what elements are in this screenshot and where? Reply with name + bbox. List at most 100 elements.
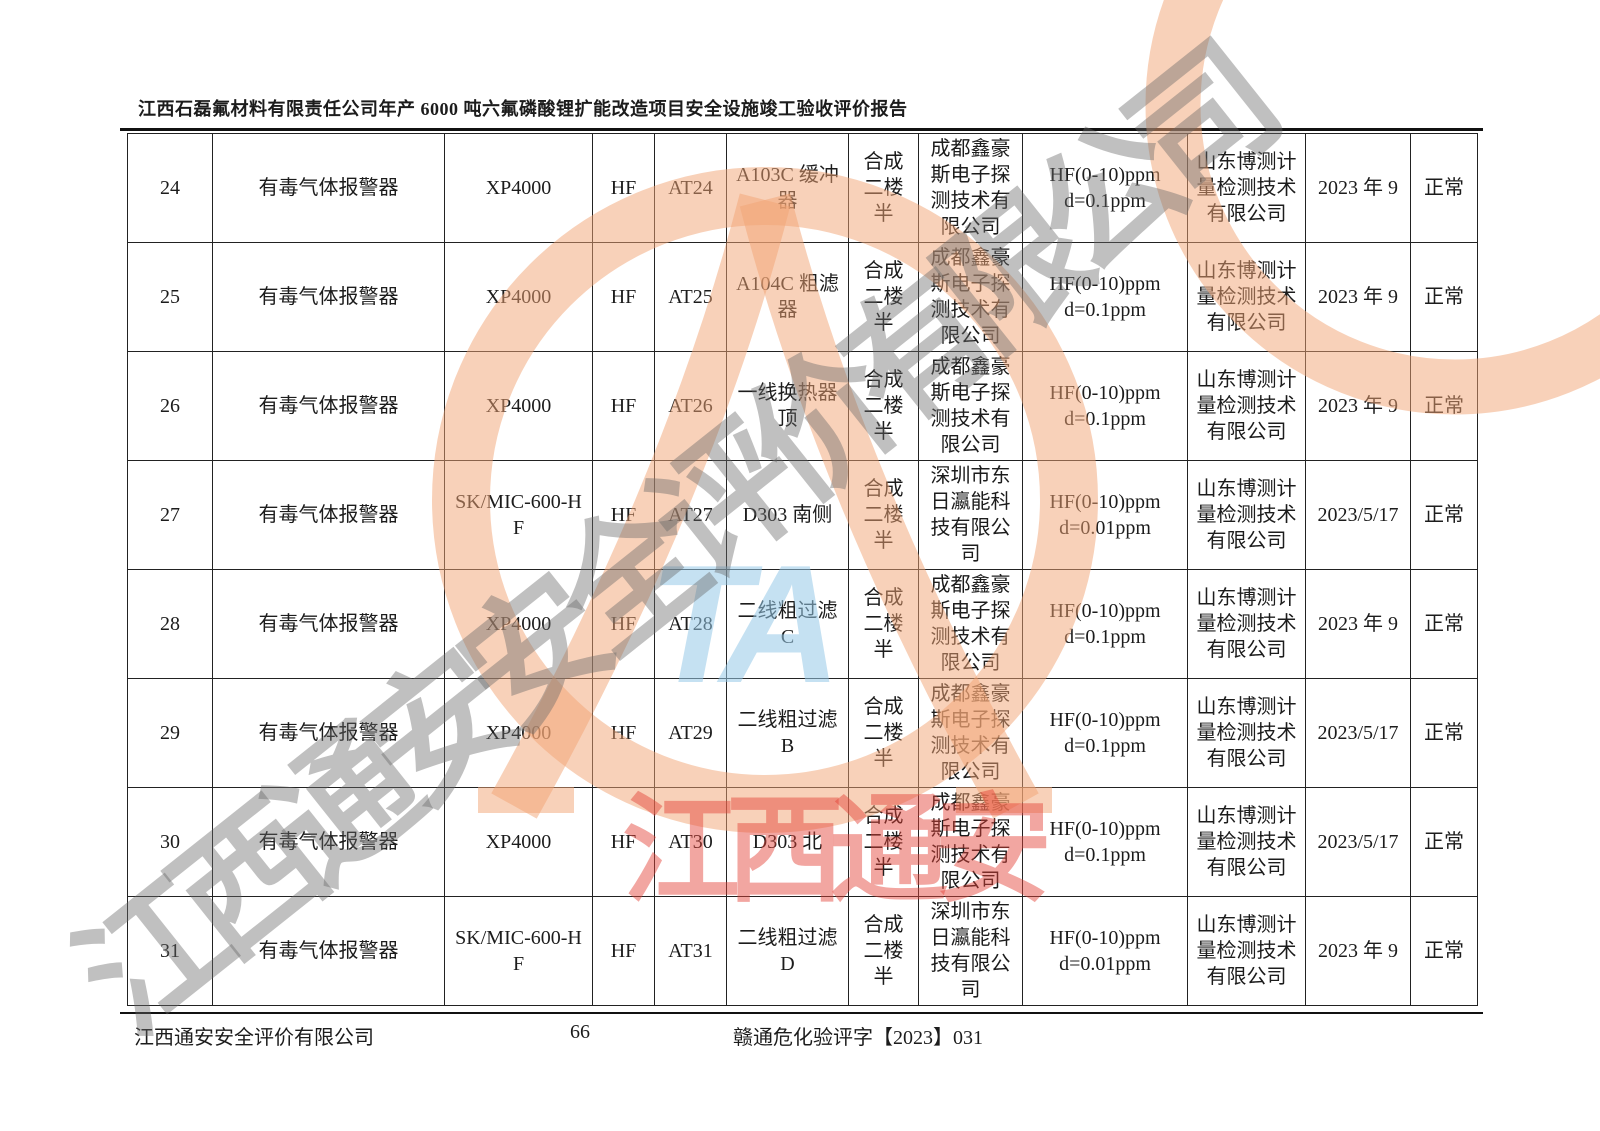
cell-tag-number: AT27	[654, 460, 727, 570]
range-line-1: HF(0-10)ppm	[1049, 382, 1161, 404]
cell-serial-number: 25	[127, 242, 213, 352]
footer-rule	[120, 1012, 1483, 1014]
footer-doc-number: 赣通危化验评字【2023】031	[733, 1027, 983, 1049]
cell-manufacturer: 成都鑫豪斯电子探测技术有限公司	[918, 678, 1023, 788]
cell-tag-number: AT24	[654, 133, 727, 243]
cell-equipment-name: 有毒气体报警器	[212, 351, 445, 461]
cell-calibration-date: 2023/5/17	[1305, 787, 1411, 897]
cell-serial-number: 30	[127, 787, 213, 897]
cell-install-location: 二线粗过滤C	[726, 569, 849, 679]
cell-measure-range: HF(0-10)ppm d=0.1ppm	[1022, 678, 1188, 788]
cell-model: SK/MIC-600-HF	[444, 460, 593, 570]
cell-tag-number: AT31	[654, 896, 727, 1006]
range-line-1: HF(0-10)ppm	[1049, 709, 1161, 731]
cell-area: 合成二楼半	[848, 133, 919, 243]
cell-calibration-date: 2023 年 9	[1305, 896, 1411, 1006]
cell-serial-number: 31	[127, 896, 213, 1006]
cell-install-location: D303 北	[726, 787, 849, 897]
footer-page-number: 66	[570, 1021, 590, 1043]
table-row: 24 有毒气体报警器 XP4000 HF AT24 A103C 缓冲器 合成二楼…	[127, 133, 1478, 243]
cell-medium: HF	[592, 351, 655, 461]
cell-install-location: A104C 粗滤器	[726, 242, 849, 352]
cell-measure-range: HF(0-10)ppm d=0.01ppm	[1022, 896, 1188, 1006]
table-row: 28 有毒气体报警器 XP4000 HF AT28 二线粗过滤C 合成二楼半 成…	[127, 569, 1478, 679]
range-line-1: HF(0-10)ppm	[1049, 273, 1161, 295]
cell-serial-number: 27	[127, 460, 213, 570]
equipment-table: 24 有毒气体报警器 XP4000 HF AT24 A103C 缓冲器 合成二楼…	[127, 133, 1478, 1006]
cell-medium: HF	[592, 896, 655, 1006]
cell-calibration-date: 2023 年 9	[1305, 242, 1411, 352]
range-line-1: HF(0-10)ppm	[1049, 927, 1161, 949]
cell-install-location: A103C 缓冲器	[726, 133, 849, 243]
range-line-2: d=0.1ppm	[1064, 626, 1146, 648]
cell-measure-range: HF(0-10)ppm d=0.01ppm	[1022, 460, 1188, 570]
table-row: 30 有毒气体报警器 XP4000 HF AT30 D303 北 合成二楼半 成…	[127, 787, 1478, 897]
cell-medium: HF	[592, 787, 655, 897]
table-row: 29 有毒气体报警器 XP4000 HF AT29 二线粗过滤B 合成二楼半 成…	[127, 678, 1478, 788]
cell-medium: HF	[592, 569, 655, 679]
range-line-1: HF(0-10)ppm	[1049, 600, 1161, 622]
cell-calibration-date: 2023 年 9	[1305, 133, 1411, 243]
cell-equipment-name: 有毒气体报警器	[212, 242, 445, 352]
header-rule	[120, 128, 1483, 131]
cell-measure-range: HF(0-10)ppm d=0.1ppm	[1022, 569, 1188, 679]
cell-status: 正常	[1410, 569, 1478, 679]
cell-calibration-company: 山东博测计量检测技术有限公司	[1187, 351, 1306, 461]
range-line-2: d=0.01ppm	[1059, 953, 1151, 975]
cell-equipment-name: 有毒气体报警器	[212, 133, 445, 243]
cell-equipment-name: 有毒气体报警器	[212, 569, 445, 679]
cell-measure-range: HF(0-10)ppm d=0.1ppm	[1022, 242, 1188, 352]
cell-calibration-date: 2023 年 9	[1305, 351, 1411, 461]
table-row: 31 有毒气体报警器 SK/MIC-600-HF HF AT31 二线粗过滤D …	[127, 896, 1478, 1006]
cell-area: 合成二楼半	[848, 460, 919, 570]
cell-medium: HF	[592, 242, 655, 352]
cell-measure-range: HF(0-10)ppm d=0.1ppm	[1022, 133, 1188, 243]
cell-install-location: 二线粗过滤B	[726, 678, 849, 788]
cell-area: 合成二楼半	[848, 351, 919, 461]
cell-install-location: 一线换热器顶	[726, 351, 849, 461]
cell-calibration-date: 2023 年 9	[1305, 569, 1411, 679]
cell-medium: HF	[592, 133, 655, 243]
cell-status: 正常	[1410, 242, 1478, 352]
cell-tag-number: AT25	[654, 242, 727, 352]
cell-serial-number: 28	[127, 569, 213, 679]
cell-calibration-date: 2023/5/17	[1305, 678, 1411, 788]
cell-calibration-date: 2023/5/17	[1305, 460, 1411, 570]
cell-model: SK/MIC-600-HF	[444, 896, 593, 1006]
cell-area: 合成二楼半	[848, 242, 919, 352]
cell-equipment-name: 有毒气体报警器	[212, 896, 445, 1006]
cell-calibration-company: 山东博测计量检测技术有限公司	[1187, 460, 1306, 570]
range-line-1: HF(0-10)ppm	[1049, 164, 1161, 186]
cell-tag-number: AT29	[654, 678, 727, 788]
cell-equipment-name: 有毒气体报警器	[212, 460, 445, 570]
cell-manufacturer: 成都鑫豪斯电子探测技术有限公司	[918, 351, 1023, 461]
cell-area: 合成二楼半	[848, 569, 919, 679]
cell-status: 正常	[1410, 351, 1478, 461]
range-line-1: HF(0-10)ppm	[1049, 818, 1161, 840]
range-line-2: d=0.1ppm	[1064, 190, 1146, 212]
cell-manufacturer: 深圳市东日瀛能科技有限公司	[918, 896, 1023, 1006]
cell-equipment-name: 有毒气体报警器	[212, 678, 445, 788]
cell-calibration-company: 山东博测计量检测技术有限公司	[1187, 896, 1306, 1006]
range-line-2: d=0.1ppm	[1064, 844, 1146, 866]
range-line-2: d=0.1ppm	[1064, 735, 1146, 757]
cell-tag-number: AT30	[654, 787, 727, 897]
cell-area: 合成二楼半	[848, 896, 919, 1006]
page-title: 江西石磊氟材料有限责任公司年产 6000 吨六氟磷酸锂扩能改造项目安全设施竣工验…	[138, 99, 908, 119]
table-row: 25 有毒气体报警器 XP4000 HF AT25 A104C 粗滤器 合成二楼…	[127, 242, 1478, 352]
cell-install-location: D303 南侧	[726, 460, 849, 570]
cell-status: 正常	[1410, 678, 1478, 788]
cell-manufacturer: 成都鑫豪斯电子探测技术有限公司	[918, 569, 1023, 679]
equipment-table-body: 24 有毒气体报警器 XP4000 HF AT24 A103C 缓冲器 合成二楼…	[127, 133, 1478, 1006]
cell-area: 合成二楼半	[848, 787, 919, 897]
cell-calibration-company: 山东博测计量检测技术有限公司	[1187, 787, 1306, 897]
cell-status: 正常	[1410, 133, 1478, 243]
cell-calibration-company: 山东博测计量检测技术有限公司	[1187, 133, 1306, 243]
cell-manufacturer: 成都鑫豪斯电子探测技术有限公司	[918, 133, 1023, 243]
cell-medium: HF	[592, 460, 655, 570]
cell-tag-number: AT26	[654, 351, 727, 461]
cell-status: 正常	[1410, 896, 1478, 1006]
cell-serial-number: 29	[127, 678, 213, 788]
table-row: 27 有毒气体报警器 SK/MIC-600-HF HF AT27 D303 南侧…	[127, 460, 1478, 570]
